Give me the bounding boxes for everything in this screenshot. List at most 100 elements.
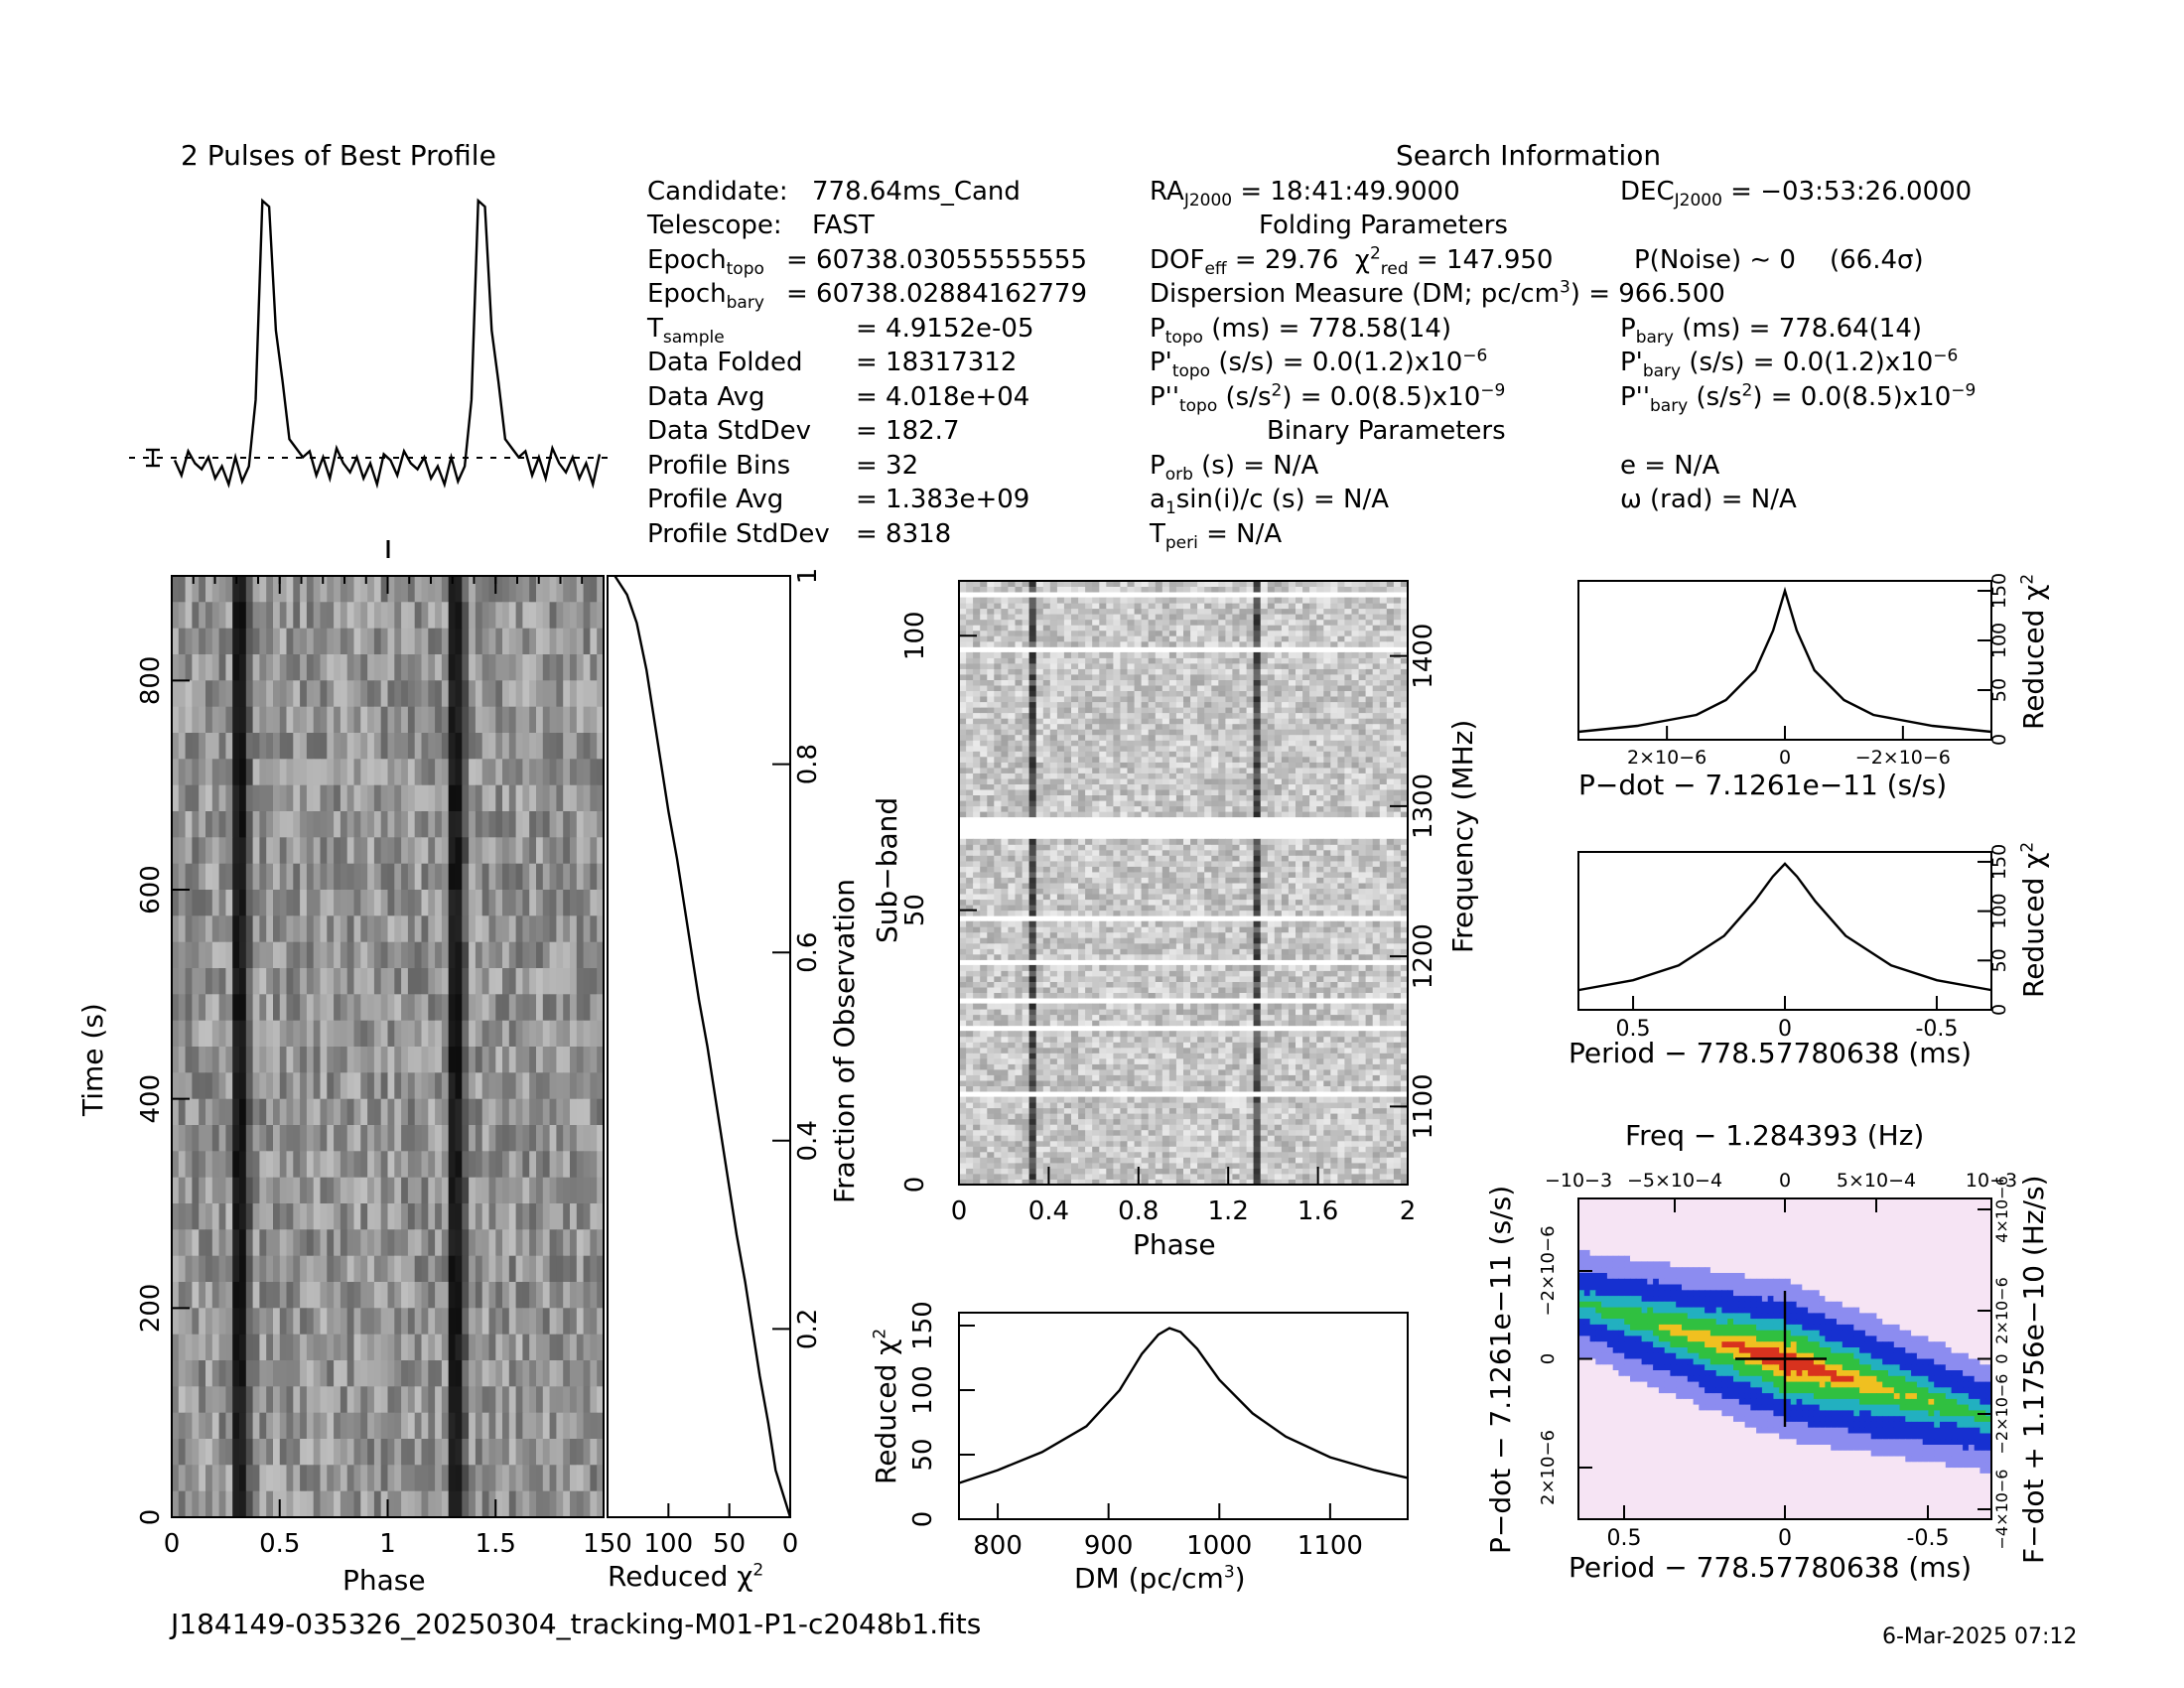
subband-pixel (1127, 1102, 1136, 1109)
subband-pixel (1141, 937, 1150, 944)
subband-pixel (1309, 1068, 1317, 1075)
time-phase-pixel (259, 1490, 267, 1518)
subband-pixel (1099, 1053, 1107, 1059)
subband-pixel (1141, 1042, 1150, 1049)
subband-pixel (1092, 1096, 1100, 1103)
time-phase-pixel (570, 1229, 578, 1257)
subband-pixel (973, 992, 981, 999)
subband-pixel (1302, 953, 1310, 960)
subband-pixel (1274, 1102, 1283, 1109)
subband-pixel (1190, 1151, 1198, 1158)
subband-pixel (1302, 1162, 1310, 1169)
time-phase-pixel (334, 1255, 341, 1283)
subband-pixel (1372, 942, 1381, 949)
subband-pixel (1190, 1009, 1198, 1016)
subband-pixel (994, 992, 1002, 999)
time-phase-pixel (502, 968, 510, 995)
time-phase-pixel (576, 1020, 585, 1048)
time-phase-pixel (563, 1386, 571, 1414)
subband-pixel (1071, 1068, 1079, 1075)
time-phase-pixel (542, 1465, 551, 1492)
subband-pixel (1035, 953, 1044, 960)
time-phase-pixel (205, 1282, 213, 1309)
subband-pixel (1246, 1140, 1255, 1147)
subband-pixel (1063, 937, 1072, 944)
subband-pixel (980, 976, 988, 982)
subband-pixel (1168, 1003, 1177, 1010)
time-phase-pixel (475, 1282, 483, 1309)
subband-pixel (1155, 1140, 1163, 1147)
subband-pixel (1330, 1009, 1338, 1016)
subband-pixel (1232, 1113, 1240, 1120)
subband-pixel (966, 1063, 974, 1070)
subband-pixel (1148, 942, 1157, 949)
time-phase-pixel (225, 628, 233, 655)
subband-pixel (959, 931, 967, 938)
time-phase-pixel (373, 1282, 382, 1309)
subband-pixel (1296, 1124, 1303, 1131)
subband-pixel (1134, 1080, 1143, 1086)
subband-pixel (1309, 1118, 1317, 1125)
time-phase-pixel (542, 994, 551, 1022)
subband-pixel (1092, 1063, 1100, 1070)
time-phase-pixel (536, 1125, 544, 1152)
time-phase-pixel (502, 706, 510, 734)
time-phase-pixel (515, 759, 523, 786)
time-phase-pixel (380, 1098, 388, 1126)
subband-pixel (1015, 1057, 1024, 1064)
subband-pixel (1161, 1047, 1170, 1054)
time-phase-pixel (279, 994, 288, 1022)
time-phase-pixel (536, 1386, 544, 1414)
time-phase-pixel (455, 1334, 463, 1361)
subband-pixel (1296, 992, 1303, 999)
subband-pixel (1204, 1168, 1212, 1175)
time-phase-pixel (259, 1282, 267, 1309)
subband-pixel (1049, 1168, 1058, 1175)
subband-pixel (1183, 948, 1191, 955)
time-phase-pixel (252, 1151, 260, 1179)
time-phase-pixel (428, 1360, 436, 1387)
subband-pixel (1267, 1157, 1276, 1164)
time-phase-pixel (279, 837, 288, 865)
subband-pixel (1351, 1146, 1360, 1153)
time-phase-pixel (205, 733, 213, 760)
subband-pixel (1042, 1140, 1051, 1147)
subband-pixel (1267, 1053, 1276, 1059)
subband-pixel (1316, 1080, 1324, 1086)
time-phase-pixel (360, 1229, 368, 1257)
subband-pixel (1106, 1003, 1114, 1010)
time-phase-pixel (293, 863, 301, 891)
time-phase-pixel (211, 1177, 220, 1204)
time-phase-pixel (441, 733, 450, 760)
subband-pixel (973, 1173, 981, 1180)
time-phase-pixel (529, 811, 537, 838)
subband-pixel (1302, 1068, 1310, 1075)
subband-pixel (1168, 964, 1177, 971)
time-phase-pixel (563, 628, 571, 655)
subband-pixel (1056, 1157, 1065, 1164)
time-phase-pixel (508, 784, 517, 812)
subband-pixel (1001, 942, 1009, 949)
subband-pixel (994, 931, 1002, 938)
time-phase-pixel (515, 994, 523, 1022)
time-phase-pixel (373, 1334, 382, 1361)
time-phase-pixel (178, 1334, 187, 1361)
subband-pixel (1204, 1157, 1212, 1164)
time-phase-pixel (259, 1334, 267, 1361)
time-phase-pixel (515, 1412, 523, 1440)
subband-pixel (1099, 1157, 1107, 1164)
time-phase-pixel (435, 784, 443, 812)
subband-pixel (1296, 1042, 1303, 1049)
subband-pixel (994, 937, 1002, 944)
time-phase-pixel (428, 1151, 436, 1179)
time-phase-pixel (293, 1386, 301, 1414)
subband-pixel (1239, 1135, 1248, 1142)
time-phase-pixel (178, 759, 187, 786)
subband-pixel (1049, 1068, 1058, 1075)
time-phase-pixel (563, 1465, 571, 1492)
subband-pixel (980, 992, 988, 999)
subband-pixel (1232, 1009, 1240, 1016)
time-phase-pixel (401, 680, 409, 708)
time-phase-pixel (502, 1177, 510, 1204)
time-phase-pixel (441, 890, 450, 916)
